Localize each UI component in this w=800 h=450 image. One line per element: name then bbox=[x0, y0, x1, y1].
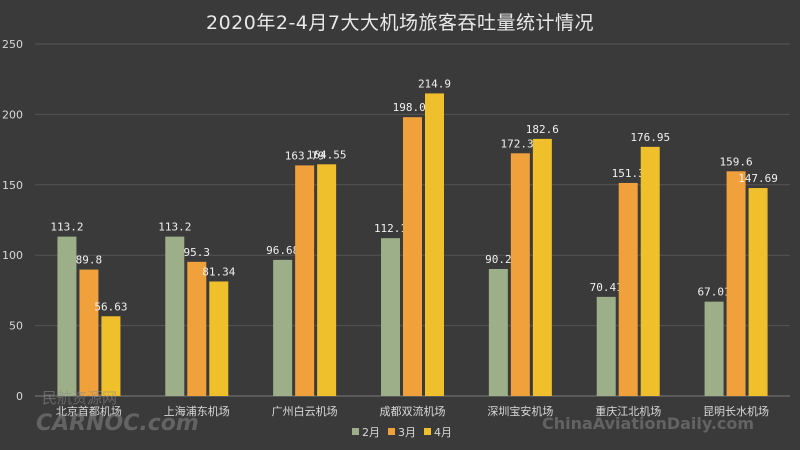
data-label: 96.68 bbox=[266, 244, 299, 257]
bar bbox=[488, 268, 508, 396]
y-tick-label: 250 bbox=[2, 38, 23, 51]
data-label: 159.6 bbox=[720, 155, 753, 168]
data-label: 113.2 bbox=[50, 221, 83, 234]
y-tick-label: 200 bbox=[2, 108, 23, 121]
data-label: 214.9 bbox=[418, 77, 451, 90]
y-tick-label: 100 bbox=[2, 249, 23, 262]
data-label: 147.69 bbox=[738, 172, 778, 185]
bar bbox=[57, 236, 77, 396]
bar bbox=[273, 259, 293, 396]
bar bbox=[101, 316, 121, 396]
legend-swatch bbox=[388, 428, 395, 435]
bar bbox=[317, 164, 337, 396]
bar bbox=[165, 236, 185, 396]
x-tick-label: 成都双流机场 bbox=[380, 404, 446, 418]
bar bbox=[596, 296, 616, 396]
x-tick-label: 广州白云机场 bbox=[272, 404, 338, 418]
data-label: 163.79 bbox=[285, 149, 325, 162]
data-label: 56.63 bbox=[94, 300, 127, 313]
bar bbox=[532, 138, 552, 396]
legend-swatch bbox=[424, 428, 431, 435]
watermark-cn: 民航资源网 bbox=[42, 389, 117, 407]
data-label: 164.55 bbox=[307, 148, 347, 161]
data-label: 81.34 bbox=[202, 265, 235, 278]
data-label: 112.1 bbox=[374, 222, 407, 235]
legend-label: 4月 bbox=[434, 426, 452, 439]
bar bbox=[209, 281, 229, 396]
data-label: 70.41 bbox=[590, 281, 623, 294]
legend-label: 2月 bbox=[362, 426, 380, 439]
bar bbox=[704, 301, 724, 396]
x-tick-label: 昆明长水机场 bbox=[703, 404, 769, 418]
x-tick-label: 深圳宝安机场 bbox=[487, 404, 553, 418]
bar bbox=[187, 261, 207, 396]
data-label: 182.6 bbox=[526, 123, 559, 136]
watermark-carnoc: CARNOC.com bbox=[36, 411, 199, 436]
bar bbox=[748, 188, 768, 396]
y-tick-label: 50 bbox=[9, 320, 23, 333]
bar bbox=[403, 117, 422, 397]
bar bbox=[295, 165, 315, 396]
data-label: 172.38 bbox=[500, 137, 540, 150]
data-label: 90.2 bbox=[485, 253, 512, 266]
data-label: 95.3 bbox=[184, 246, 211, 259]
bar bbox=[381, 238, 400, 396]
data-label: 198.02 bbox=[393, 101, 433, 114]
watermark-cad: ChinaAviationDaily.com bbox=[542, 414, 754, 433]
data-label: 67.01 bbox=[698, 286, 731, 299]
data-label: 113.2 bbox=[158, 221, 191, 234]
y-tick-label: 150 bbox=[2, 179, 23, 192]
bar bbox=[79, 269, 99, 396]
x-tick-label: 重庆江北机场 bbox=[595, 404, 661, 418]
legend-label: 3月 bbox=[398, 426, 416, 439]
data-label: 151.3 bbox=[612, 167, 645, 180]
bar bbox=[425, 93, 444, 396]
bar bbox=[640, 146, 660, 396]
chart-title: 2020年2-4月7大大机场旅客吞吐量统计情况 bbox=[206, 12, 594, 34]
y-tick-label: 0 bbox=[16, 390, 23, 403]
bar bbox=[510, 153, 530, 396]
data-label: 89.8 bbox=[76, 254, 103, 267]
bar bbox=[618, 182, 638, 396]
x-tick-label: 北京首都机场 bbox=[56, 404, 122, 418]
bar bbox=[726, 171, 746, 396]
data-label: 176.95 bbox=[630, 131, 670, 144]
legend-swatch bbox=[352, 428, 359, 435]
x-tick-label: 上海浦东机场 bbox=[164, 404, 230, 418]
